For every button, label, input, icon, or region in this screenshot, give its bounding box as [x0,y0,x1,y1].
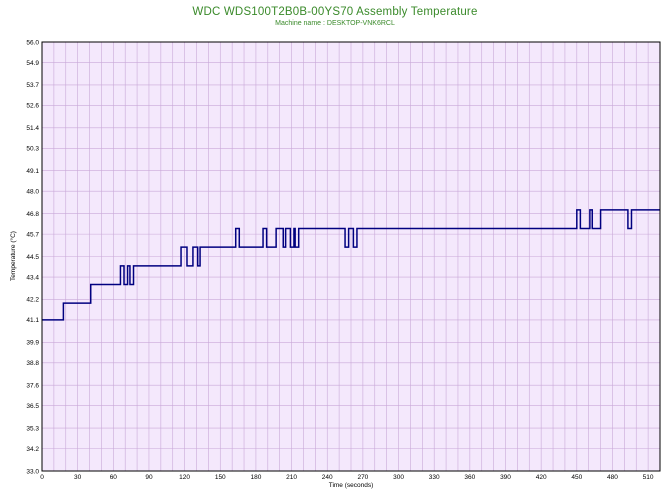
x-tick-label: 270 [357,474,368,481]
x-tick-label: 120 [179,474,190,481]
x-tick-label: 150 [215,474,226,481]
axis-ticks: 0 30 60 90 120 150 180 210 240 270 300 330 360 390 420… [26,39,654,481]
y-tick-label: 51.4 [26,125,39,132]
y-tick-label: 54.9 [26,60,39,67]
y-tick-label: 50.3 [26,146,39,153]
grid [42,42,660,471]
x-tick-label: 30 [74,474,82,481]
y-tick-label: 33.0 [26,468,39,475]
x-tick-label: 300 [393,474,404,481]
x-tick-label: 330 [429,474,440,481]
x-tick-label: 480 [607,474,618,481]
x-tick-label: 180 [250,474,261,481]
x-tick-label: 210 [286,474,297,481]
y-tick-label: 46.8 [26,211,39,218]
x-tick-label: 450 [571,474,582,481]
y-tick-label: 52.6 [26,103,39,110]
y-tick-label: 43.4 [26,274,39,281]
x-axis-label: Time (seconds) [329,482,374,489]
x-tick-label: 240 [322,474,333,481]
x-tick-label: 420 [536,474,547,481]
plot-border [41,41,661,472]
chart-title: WDC WDS100T2B0B-00YS70 Assembly Temperat… [192,6,478,18]
y-tick-label: 42.2 [26,297,39,304]
x-tick-label: 90 [145,474,153,481]
y-tick-label: 38.8 [26,360,39,367]
y-tick-label: 45.7 [26,231,39,238]
y-tick-label: 35.3 [26,425,39,432]
temperature-series-line [42,209,660,321]
y-tick-label: 39.9 [26,340,39,347]
y-tick-label: 44.5 [26,254,39,261]
y-tick-label: 37.6 [26,383,39,390]
y-tick-label: 36.5 [26,403,39,410]
x-tick-label: 360 [464,474,475,481]
y-tick-label: 41.1 [26,317,39,324]
y-tick-label: 56.0 [26,39,39,46]
x-tick-label: 60 [110,474,118,481]
y-tick-label: 34.2 [26,446,39,453]
x-tick-label: 510 [643,474,654,481]
y-tick-label: 49.1 [26,168,39,175]
chart-subtitle: Machine name : DESKTOP-VNK6RCL [275,20,395,27]
y-tick-label: 53.7 [26,82,39,89]
y-axis-label: Temperature (°C) [9,231,17,281]
x-tick-label: 0 [40,474,44,481]
x-tick-label: 390 [500,474,511,481]
y-tick-label: 48.0 [26,189,39,196]
